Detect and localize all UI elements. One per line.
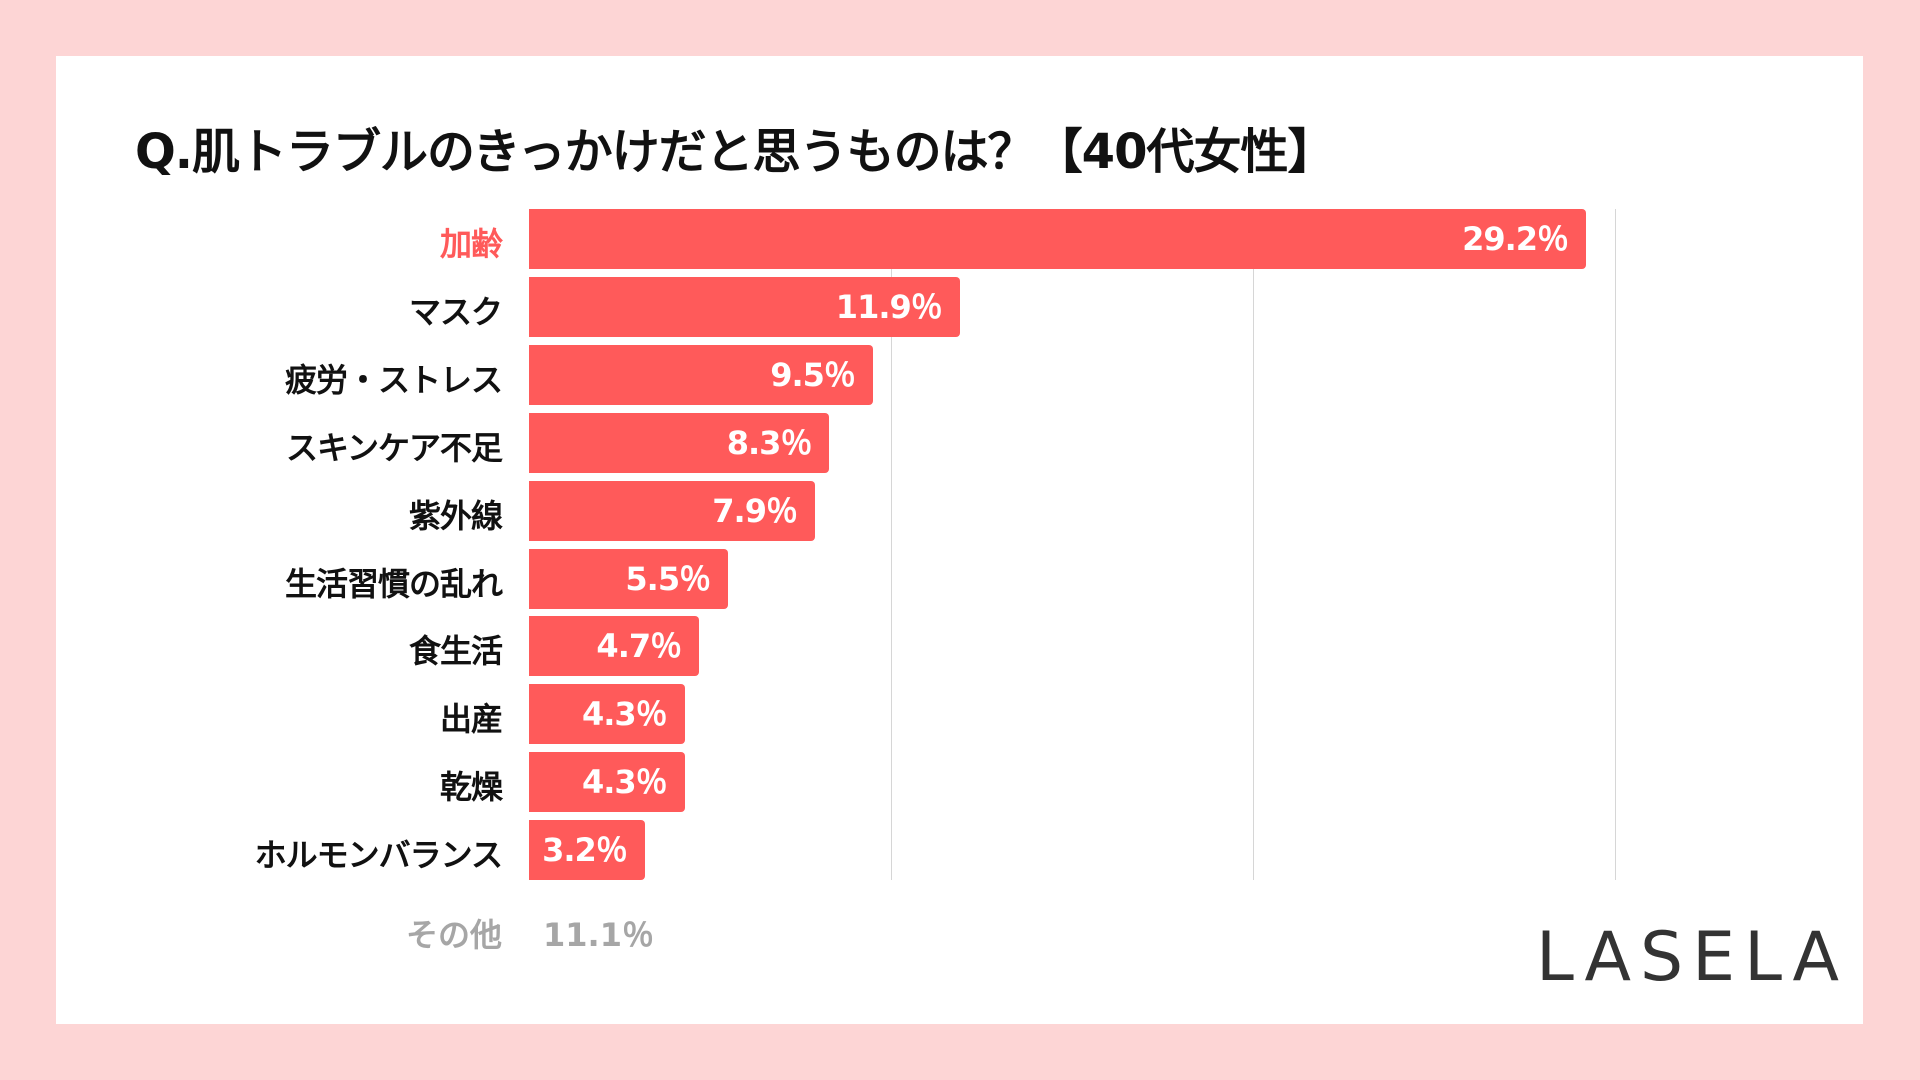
value-label: 8.3％ bbox=[726, 423, 813, 462]
category-label: マスク bbox=[408, 292, 503, 331]
gridline bbox=[1253, 209, 1254, 880]
value-label: 3.2％ bbox=[542, 831, 628, 870]
category-label: 乾燥 bbox=[439, 768, 503, 807]
category-label: ホルモンバランス bbox=[254, 836, 503, 875]
bar: 3.2％ bbox=[529, 820, 645, 881]
lasela-logo: LASELA bbox=[1536, 918, 1849, 997]
value-label: 4.3％ bbox=[581, 695, 668, 734]
bar: 7.9％ bbox=[529, 480, 815, 541]
category-label: 紫外線 bbox=[408, 496, 503, 535]
value-label: 4.7％ bbox=[596, 627, 682, 666]
bar: 4.3％ bbox=[529, 752, 685, 813]
category-label: スキンケア不足 bbox=[285, 428, 503, 467]
bar: 4.3％ bbox=[529, 684, 685, 745]
other-category-value: 11.1％ bbox=[543, 916, 654, 954]
gridline bbox=[1615, 209, 1616, 880]
value-label: 9.5％ bbox=[770, 355, 856, 394]
bar: 8.3％ bbox=[529, 412, 830, 473]
category-label: 出産 bbox=[439, 700, 503, 739]
value-label: 7.9％ bbox=[712, 491, 798, 530]
category-label: 疲労・ストレス bbox=[284, 360, 503, 399]
category-label: 生活習慣の乱れ bbox=[284, 564, 503, 603]
chart-title: Q.肌トラブルのきっかけだと思うものは？【40代女性】 bbox=[135, 124, 1335, 180]
bar: 29.2％ bbox=[529, 209, 1587, 269]
category-label: 食生活 bbox=[408, 632, 503, 671]
value-label: 5.5％ bbox=[625, 559, 711, 598]
bar: 11.9％ bbox=[529, 276, 960, 337]
value-label: 29.2％ bbox=[1462, 220, 1569, 258]
bar: 9.5％ bbox=[529, 344, 873, 405]
other-category-label: その他 bbox=[405, 916, 502, 954]
value-label: 11.9％ bbox=[835, 287, 943, 326]
bar: 4.7％ bbox=[529, 616, 700, 677]
value-label: 4.3％ bbox=[581, 763, 668, 802]
bar: 5.5％ bbox=[529, 548, 729, 609]
gridline bbox=[891, 209, 892, 880]
category-label: 加齢 bbox=[439, 225, 503, 263]
